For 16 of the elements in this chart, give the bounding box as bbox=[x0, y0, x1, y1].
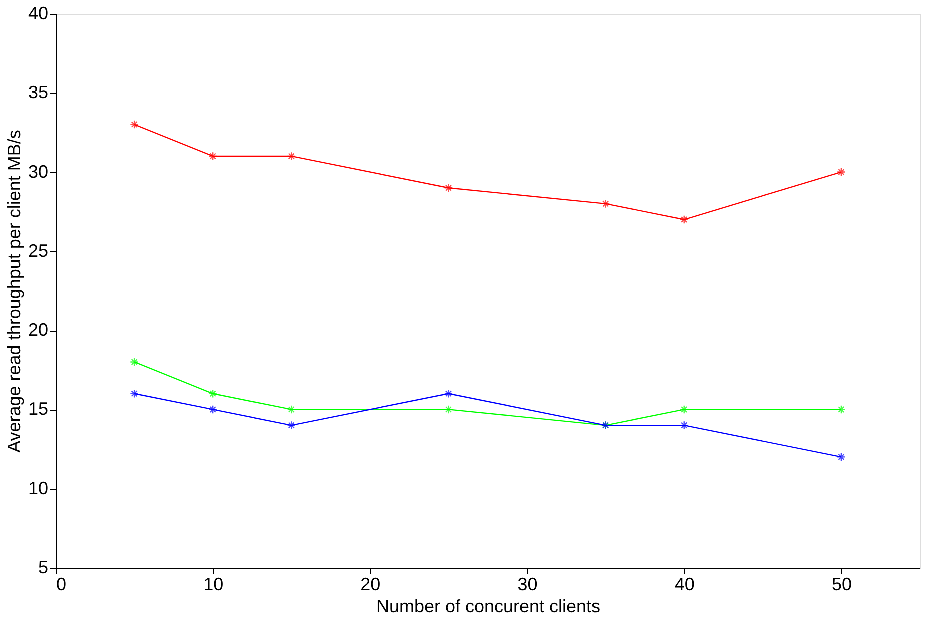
x-tick-label: 50 bbox=[832, 574, 852, 594]
y-tick-label: 15 bbox=[28, 399, 48, 420]
x-tick-label: 10 bbox=[204, 574, 224, 594]
y-tick-label: 25 bbox=[28, 240, 48, 261]
x-axis-title: Number of concurent clients bbox=[376, 596, 601, 616]
y-tick-label: 40 bbox=[28, 4, 48, 24]
y-tick-label: 10 bbox=[28, 478, 48, 498]
x-tick-label: 0 bbox=[56, 574, 67, 594]
y-tick-label: 35 bbox=[28, 82, 48, 103]
y-axis-title: Average read throughput per client MB/s bbox=[4, 130, 24, 453]
y-tick-label: 30 bbox=[28, 162, 48, 182]
x-tick-label: 40 bbox=[674, 574, 695, 594]
x-tick-label: 20 bbox=[360, 574, 381, 594]
x-tick-label: 30 bbox=[518, 574, 538, 594]
y-tick-label: 5 bbox=[38, 558, 48, 578]
y-tick-label: 20 bbox=[28, 320, 48, 340]
